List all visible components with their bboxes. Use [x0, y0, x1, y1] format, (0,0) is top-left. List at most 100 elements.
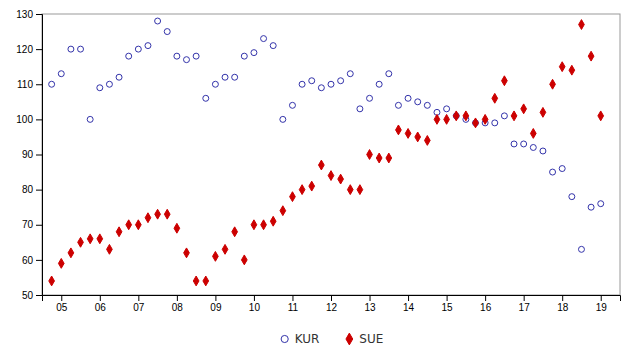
point — [453, 111, 459, 121]
point — [328, 81, 334, 87]
point — [232, 74, 238, 80]
point — [550, 79, 556, 89]
y-tick: 120 — [16, 44, 42, 55]
point — [502, 76, 508, 86]
point — [126, 53, 132, 59]
point — [444, 106, 450, 112]
y-tick-label: 100 — [16, 114, 33, 125]
x-tick: 11 — [288, 295, 299, 313]
point — [319, 160, 325, 170]
legend-symbol — [346, 333, 353, 345]
legend-label: KUR — [295, 332, 320, 346]
legend-item: KUR — [281, 332, 319, 346]
point — [405, 129, 411, 139]
point — [376, 81, 382, 87]
x-tick-mark — [485, 295, 486, 301]
x-tick-mark — [331, 295, 332, 301]
point — [588, 204, 594, 210]
y-axis: 5060708090100110120130 — [16, 9, 42, 301]
point — [492, 93, 498, 103]
point — [579, 20, 585, 30]
point — [270, 43, 276, 49]
x-tick-mark — [61, 295, 62, 301]
point — [212, 81, 218, 87]
point — [559, 166, 565, 172]
point — [424, 102, 430, 108]
point — [569, 194, 575, 200]
point — [501, 113, 507, 119]
x-tick-label: 12 — [326, 302, 338, 313]
point — [338, 174, 344, 184]
point — [232, 227, 238, 237]
point — [434, 114, 440, 124]
point — [87, 234, 93, 244]
point — [290, 192, 296, 202]
point — [530, 129, 536, 139]
y-tick-mark — [36, 155, 42, 156]
x-tick-mark — [100, 295, 101, 301]
y-tick-label: 60 — [22, 255, 34, 266]
x-tick: 06 — [95, 295, 107, 313]
x-tick: 07 — [133, 295, 145, 313]
point — [68, 46, 74, 52]
point — [203, 95, 209, 101]
y-tick-label: 80 — [22, 184, 34, 195]
point — [598, 111, 604, 121]
point — [598, 201, 604, 207]
y-tick: 50 — [22, 290, 42, 301]
x-tick-mark — [447, 295, 448, 301]
x-tick: 12 — [326, 295, 338, 313]
y-tick: 130 — [16, 9, 42, 20]
point — [164, 29, 170, 35]
point — [135, 220, 141, 230]
point — [395, 102, 401, 108]
point — [376, 153, 382, 163]
x-tick-label: 07 — [133, 302, 145, 313]
point — [174, 53, 180, 59]
chart: 0506070809101112131415161718195060708090… — [0, 0, 636, 357]
x-tick-label: 14 — [403, 302, 415, 313]
point — [328, 171, 334, 181]
y-tick-mark — [36, 84, 42, 85]
y-tick-mark — [36, 119, 42, 120]
x-tick-label: 13 — [364, 302, 376, 313]
x-tick-mark — [292, 295, 293, 301]
plot-frame — [42, 14, 620, 295]
plot-area: 0506070809101112131415161718195060708090… — [16, 9, 620, 313]
point — [511, 141, 517, 147]
point — [203, 276, 209, 286]
point — [97, 234, 103, 244]
point — [155, 209, 161, 219]
point — [540, 107, 546, 117]
point — [511, 111, 517, 121]
x-tick-mark — [370, 295, 371, 301]
point — [164, 209, 170, 219]
x-tick: 19 — [596, 295, 608, 313]
point — [357, 185, 363, 195]
y-tick-mark — [36, 260, 42, 261]
point — [78, 237, 84, 247]
point — [135, 46, 141, 52]
point — [116, 74, 122, 80]
point — [261, 220, 267, 230]
point — [193, 276, 199, 286]
x-tick-label: 19 — [596, 302, 608, 313]
point — [473, 118, 479, 128]
point — [58, 258, 64, 268]
point — [424, 136, 430, 146]
x-tick-mark — [408, 295, 409, 301]
point — [492, 120, 498, 126]
x-tick: 13 — [364, 295, 376, 313]
point — [347, 71, 353, 77]
point — [213, 251, 219, 261]
point — [87, 116, 93, 122]
x-tick-label: 05 — [56, 302, 68, 313]
x-tick: 14 — [403, 295, 415, 313]
x-axis: 050607080910111213141516171819 — [43, 295, 621, 313]
y-axis-line — [36, 15, 43, 296]
point — [540, 148, 546, 154]
point — [559, 62, 565, 72]
x-tick-mark — [524, 295, 525, 301]
point — [58, 71, 64, 77]
point — [116, 227, 122, 237]
